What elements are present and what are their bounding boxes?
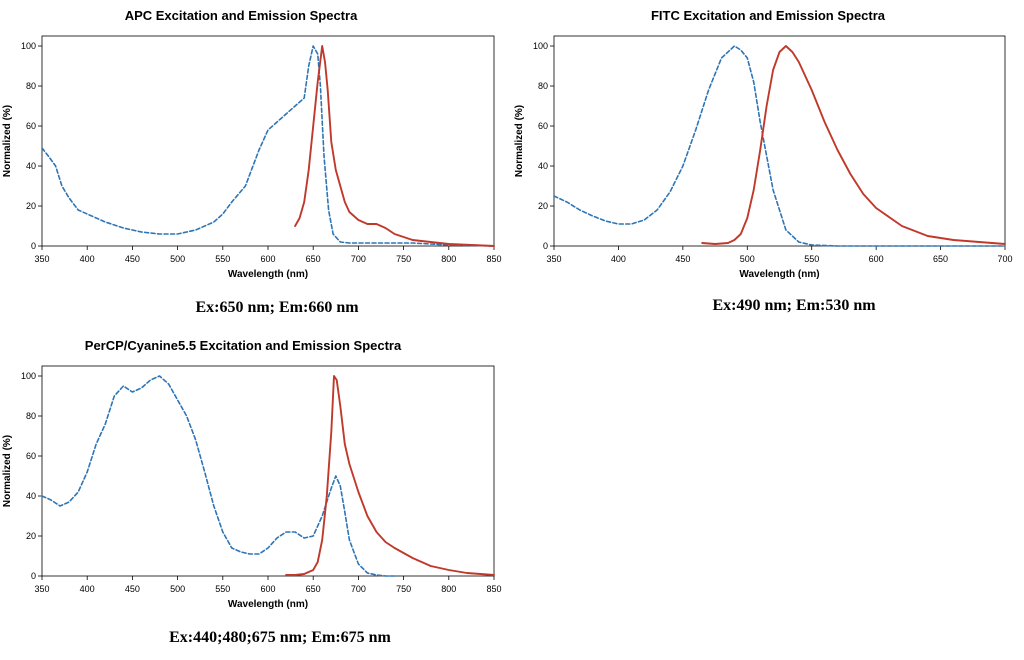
apc-spectra-chart: 0 20 40 60 80 100 350 400 450 500 550 600 650 700 750 8… <box>2 35 502 280</box>
y-tick-label: 20 <box>26 531 36 541</box>
x-tick-label: 400 <box>80 584 95 594</box>
fitc-caption: Ex:490 nm; Em:530 nm <box>712 297 876 314</box>
x-tick-label: 650 <box>306 584 321 594</box>
x-tick-label: 850 <box>486 254 501 264</box>
y-tick-label: 80 <box>538 81 548 91</box>
x-tick-label: 400 <box>611 254 626 264</box>
x-tick-label: 350 <box>34 584 49 594</box>
apc-caption: Ex:650 nm; Em:660 nm <box>195 299 359 316</box>
x-tick-label: 600 <box>260 584 275 594</box>
y-tick-label: 0 <box>543 241 548 251</box>
x-tick-label: 700 <box>997 254 1012 264</box>
x-axis-title: Wavelength (nm) <box>228 269 308 280</box>
x-tick-label: 800 <box>441 254 456 264</box>
excitation-series-line <box>41 375 396 577</box>
x-tick-label: 800 <box>441 584 456 594</box>
x-axis-title: Wavelength (nm) <box>228 599 308 610</box>
x-tick-label: 550 <box>215 584 230 594</box>
emission-series-line <box>701 45 1006 245</box>
percp-chart-title: PerCP/Cyanine5.5 Excitation and Emission… <box>84 338 402 353</box>
y-tick-label: 20 <box>26 201 36 211</box>
emission-series-line <box>285 375 495 576</box>
x-tick-label: 600 <box>260 254 275 264</box>
x-tick-label: 550 <box>215 254 230 264</box>
y-tick-label: 40 <box>538 161 548 171</box>
x-tick-label: 600 <box>869 254 884 264</box>
x-tick-label: 750 <box>396 254 411 264</box>
apc-chart-title: APC Excitation and Emission Spectra <box>124 8 358 23</box>
x-tick-label: 450 <box>125 254 140 264</box>
fitc-spectra-panel: FITC Excitation and Emission Spectra 0 20… <box>512 0 1024 330</box>
excitation-series-line <box>553 45 1006 247</box>
plot-area-frame <box>41 35 495 247</box>
x-tick-label: 500 <box>740 254 755 264</box>
x-tick-label: 700 <box>351 584 366 594</box>
y-tick-label: 40 <box>26 161 36 171</box>
x-tick-label: 550 <box>804 254 819 264</box>
x-tick-label: 700 <box>351 254 366 264</box>
y-tick-label: 20 <box>538 201 548 211</box>
y-tick-label: 0 <box>31 571 36 581</box>
y-tick-label: 60 <box>538 121 548 131</box>
x-tick-label: 750 <box>396 584 411 594</box>
x-tick-label: 850 <box>486 584 501 594</box>
fitc-spectra-chart: 0 20 40 60 80 100 350 400 450 500 550 600 650 700 Wave… <box>514 35 1013 280</box>
x-tick-label: 650 <box>306 254 321 264</box>
x-axis-title: Wavelength (nm) <box>739 269 819 280</box>
plot-area-frame <box>41 365 495 577</box>
percp-spectra-chart: 0 20 40 60 80 100 350 400 450 500 550 600 650 700 750 8… <box>2 365 502 610</box>
percp-caption: Ex:440;480;675 nm; Em:675 nm <box>169 629 391 646</box>
y-tick-label: 100 <box>21 371 36 381</box>
fitc-chart-title: FITC Excitation and Emission Spectra <box>650 8 886 23</box>
y-tick-label: 100 <box>533 41 548 51</box>
y-tick-label: 60 <box>26 451 36 461</box>
excitation-series-line <box>41 45 495 247</box>
x-tick-label: 500 <box>170 254 185 264</box>
y-tick-label: 80 <box>26 411 36 421</box>
emission-series-line <box>294 45 495 247</box>
x-tick-label: 450 <box>125 584 140 594</box>
x-tick-label: 350 <box>34 254 49 264</box>
x-tick-label: 450 <box>675 254 690 264</box>
y-axis-title: Normalized (%) <box>2 105 13 177</box>
x-tick-label: 350 <box>546 254 561 264</box>
apc-spectra-panel: APC Excitation and Emission Spectra 0 20 4… <box>0 0 512 330</box>
x-tick-label: 500 <box>170 584 185 594</box>
x-tick-label: 400 <box>80 254 95 264</box>
plot-area-frame <box>553 35 1006 247</box>
y-tick-label: 100 <box>21 41 36 51</box>
y-axis-title: Normalized (%) <box>514 105 525 177</box>
y-tick-label: 0 <box>31 241 36 251</box>
y-tick-label: 60 <box>26 121 36 131</box>
y-tick-label: 80 <box>26 81 36 91</box>
x-tick-label: 650 <box>933 254 948 264</box>
percp-cyanine-spectra-panel: PerCP/Cyanine5.5 Excitation and Emission… <box>0 330 512 660</box>
y-axis-title: Normalized (%) <box>2 435 13 507</box>
y-tick-label: 40 <box>26 491 36 501</box>
